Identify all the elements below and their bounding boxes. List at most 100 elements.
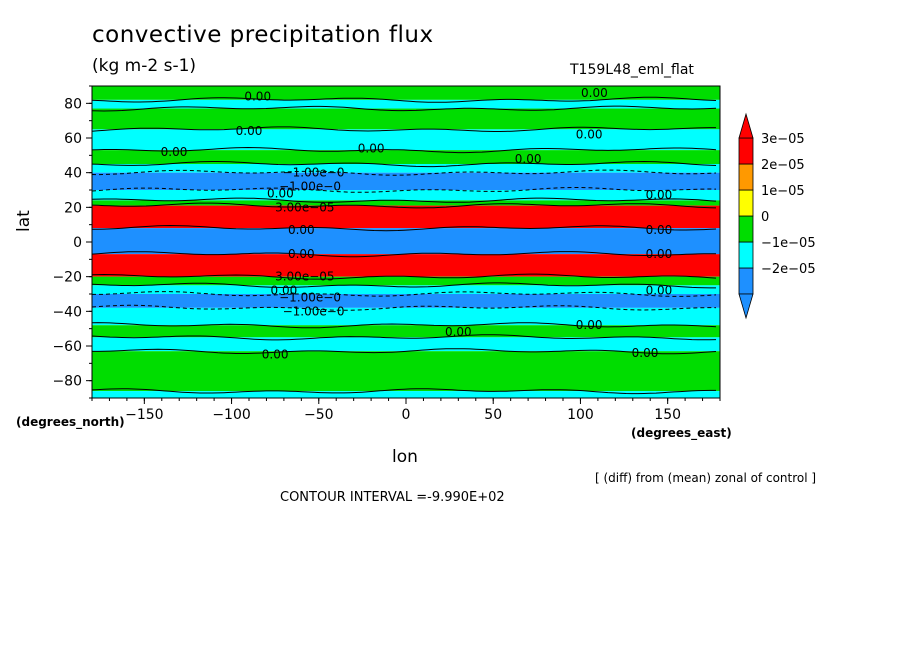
x-tick-label-5: 100 (567, 407, 594, 423)
band-2 (92, 108, 720, 130)
contour-line-8 (91, 197, 717, 203)
x-tick-label-4: 50 (484, 407, 502, 423)
band-3 (92, 129, 720, 151)
band-13 (92, 285, 720, 294)
band-4 (92, 150, 720, 164)
y-tick-label-1: 60 (64, 131, 82, 147)
colorbar-extend-bottom (738, 293, 754, 320)
colorbar: −2e−05 −1e−05 0 1e−05 2e−05 3e−05 (738, 112, 816, 320)
colorbar-label-2: 0 (761, 210, 769, 225)
contour-line-13 (91, 282, 716, 289)
colorbar-label-4: 2e−05 (761, 158, 805, 173)
contour-line-12 (91, 273, 717, 280)
band-11 (92, 254, 720, 277)
band-15 (92, 307, 720, 326)
contour-label-2: 0.00 (236, 124, 263, 138)
contour-line-1 (91, 96, 717, 103)
chart-title: convective precipitation flux (92, 22, 434, 48)
contour-label-9: 0.00 (646, 188, 673, 202)
x-tick-label-3: 0 (402, 407, 411, 423)
contour-line-18 (92, 348, 717, 355)
x-axis-label: lon (392, 447, 418, 467)
colorbar-extend-top (738, 112, 754, 139)
contour-line-11 (91, 251, 716, 258)
band-19 (92, 391, 720, 398)
contour-line-14 (92, 291, 717, 297)
contour-label-24: 0.00 (632, 346, 659, 360)
band-17 (92, 337, 720, 352)
contour-label-22: 0.00 (445, 325, 472, 339)
colorbar-label-3: 1e−05 (761, 184, 805, 199)
colorbar-segment-0 (738, 267, 754, 295)
contour-line-9 (91, 202, 717, 209)
contour-line-5 (91, 160, 717, 168)
contour-label-3: 0.00 (576, 128, 603, 142)
band-9 (92, 205, 720, 229)
contour-line-19 (91, 388, 716, 395)
y-tick-label-8: −80 (52, 374, 82, 390)
y-axis-unit: (degrees_north) (16, 415, 125, 429)
y-tick-label-6: −40 (52, 304, 82, 320)
contour-line-17 (91, 334, 717, 341)
y-ticks: 80 60 40 20 0 −20 −40 −60 −80 (52, 85, 92, 399)
contour-label-20: −1.00e−0 (283, 304, 345, 318)
contour-line-2 (91, 105, 717, 112)
band-6 (92, 172, 720, 190)
contour-line-6 (91, 169, 717, 176)
contour-label-16: 3.00e−05 (275, 270, 334, 284)
contour-label-7: −1.00e−0 (283, 166, 345, 180)
plot-bands (92, 86, 720, 398)
colorbar-segment-5 (738, 137, 754, 165)
y-tick-label-7: −60 (52, 339, 82, 355)
contour-label-17: 0.00 (271, 284, 298, 298)
contour-label-18: 0.00 (646, 284, 673, 298)
contour-label-1: 0.00 (581, 86, 608, 100)
contour-labels: 0.00 0.000.00 0.000.00 0.000.00−1.00e−0−1.0… (161, 86, 673, 362)
y-tick-label-5: −20 (52, 270, 82, 286)
contour-line-3 (91, 126, 716, 132)
colorbar-label-0: −2e−05 (761, 262, 816, 277)
contour-label-13: 0.00 (288, 223, 315, 237)
x-tick-label-1: −100 (212, 407, 250, 423)
contour-label-0: 0.00 (244, 89, 271, 103)
band-16 (92, 325, 720, 338)
colorbar-segment-3 (738, 189, 754, 217)
contour-label-19: −1.00e−0 (279, 290, 341, 304)
contour-line-7 (91, 187, 717, 193)
x-axis-unit: (degrees_east) (631, 426, 732, 440)
band-10 (92, 228, 720, 255)
contour-lines (91, 96, 717, 395)
contour-line-16 (91, 322, 717, 329)
contour-line-10 (91, 224, 717, 232)
band-14 (92, 294, 720, 308)
band-12 (92, 276, 720, 286)
x-tick-label-2: −50 (304, 407, 334, 423)
contour-line-15 (91, 304, 717, 311)
y-tick-label-4: 0 (73, 235, 82, 251)
diff-note: [ (diff) from (mean) zonal of control ] (595, 471, 817, 485)
contour-label-8: −1.00e−0 (279, 180, 341, 194)
contour-label-14: 0.00 (288, 247, 315, 261)
colorbar-segment-4 (738, 163, 754, 191)
x-tick-label-6: 150 (654, 407, 681, 423)
chart-units: (kg m-2 s-1) (92, 56, 197, 76)
band-8 (92, 200, 720, 206)
contour-label-15: 0.00 (646, 247, 673, 261)
contour-label-6: 0.00 (515, 152, 542, 166)
contour-label-12: 0.00 (646, 223, 673, 237)
x-tick-label-0: −150 (125, 407, 163, 423)
contour-interval: CONTOUR INTERVAL =-9.990E+02 (280, 490, 505, 505)
band-1 (92, 99, 720, 109)
y-tick-label-2: 40 (64, 166, 82, 182)
contour-label-4: 0.00 (161, 145, 188, 159)
band-18 (92, 351, 720, 392)
y-tick-label-0: 80 (64, 96, 82, 112)
x-ticks: −150 −100 −50 0 50 100 150 (91, 398, 721, 423)
colorbar-label-1: −1e−05 (761, 236, 816, 251)
band-5 (92, 164, 720, 173)
contour-label-11: 3.00e−05 (275, 200, 334, 214)
contour-line-4 (91, 146, 717, 154)
contour-label-5: 0.00 (358, 141, 385, 155)
band-7 (92, 190, 720, 201)
